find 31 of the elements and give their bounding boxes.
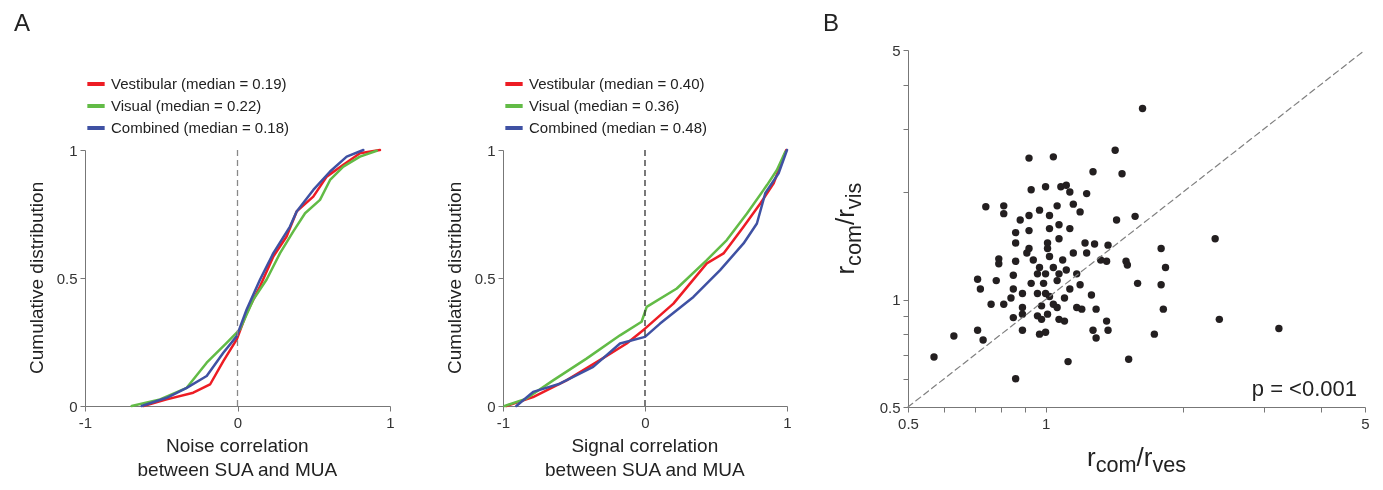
x-tick-label: 0 [641, 413, 650, 431]
x-tick-label: -1 [496, 413, 511, 431]
y-axis-title: Cumulative distribution [25, 181, 49, 374]
x-axis-title: r$_{com}$/r$_{ves}$ [1087, 441, 1187, 479]
x-axis-title: Signal correlation between SUA and MUA [545, 434, 745, 482]
legend-label: Vestibular (median = 0.19) [111, 75, 287, 92]
legend-label: Visual (median = 0.22) [111, 97, 262, 114]
legend-label: Combined (median = 0.48) [529, 119, 708, 136]
chart-title: A [14, 8, 31, 38]
x-tick-label: 1 [783, 413, 792, 431]
legend-label: Visual (median = 0.36) [529, 97, 680, 114]
y-tick-label: 1 [487, 141, 496, 159]
x-tick-label: 1 [1041, 414, 1051, 432]
y-tick-label: 0.5 [879, 398, 901, 416]
y-tick-label: 0.5 [474, 269, 496, 287]
x-axis-title: Noise correlation between SUA and MUA [137, 434, 338, 482]
y-tick-label: 0 [487, 397, 496, 415]
y-tick-label: 0.5 [56, 269, 78, 287]
y-tick-label: 5 [892, 41, 901, 59]
y-tick-label: 1 [69, 141, 78, 159]
x-tick-label: 5 [1361, 414, 1370, 432]
x-tick-label: -1 [78, 413, 93, 431]
chart-title: B [823, 8, 840, 38]
y-tick-label: 1 [892, 291, 901, 309]
legend-label: Vestibular (median = 0.40) [529, 75, 705, 92]
x-tick-label: 1 [386, 413, 395, 431]
x-tick-label: 0 [233, 413, 243, 431]
y-tick-label: 0 [69, 397, 78, 415]
y-axis-title: Cumulative distribution [443, 181, 467, 374]
annotation: p = <0.001 [1251, 376, 1357, 401]
legend-label: Combined (median = 0.18) [111, 119, 290, 136]
